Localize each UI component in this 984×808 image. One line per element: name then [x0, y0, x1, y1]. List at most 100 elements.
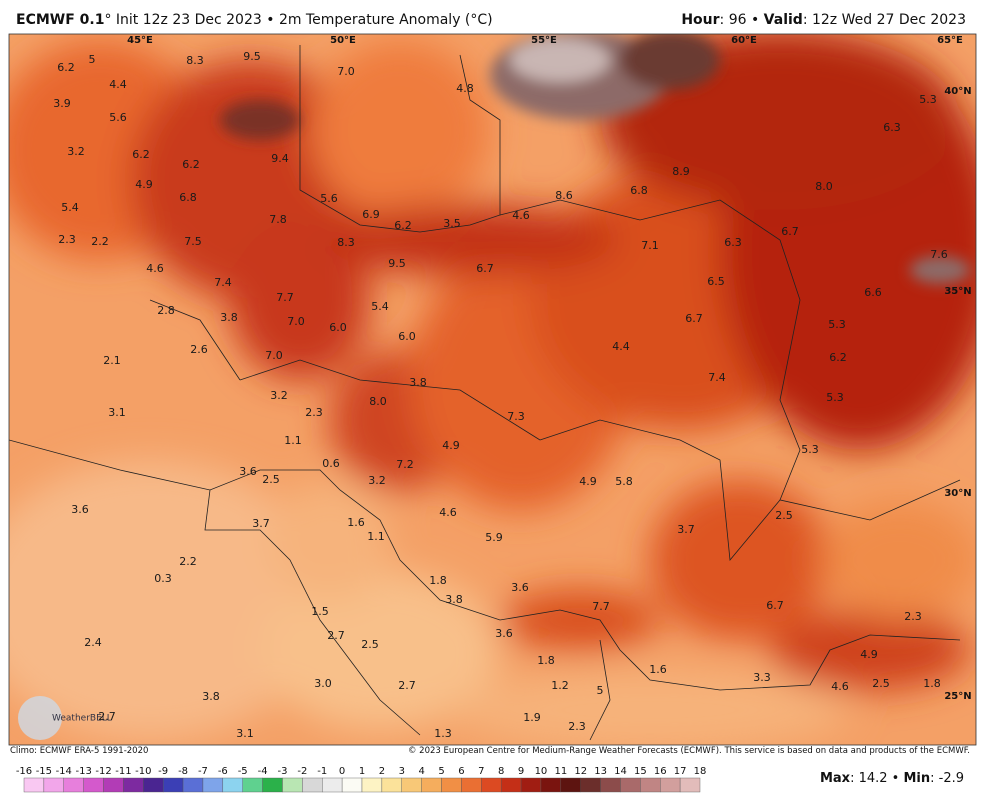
map-value: 4.6: [512, 209, 530, 222]
map-value: 1.6: [347, 516, 365, 529]
map-value: 7.3: [507, 410, 525, 423]
map-value: 3.1: [236, 727, 254, 740]
colorbar-tick-label: -15: [36, 766, 52, 777]
colorbar-swatch: [481, 777, 502, 793]
map-value: 2.3: [904, 610, 922, 623]
map-value: 6.3: [724, 236, 742, 249]
colorbar-tick-label: 1: [359, 766, 365, 777]
colorbar-tick-label: 9: [518, 766, 524, 777]
map-value: 3.8: [202, 690, 220, 703]
colorbar-tick-label: -10: [135, 766, 151, 777]
map-value: 6.5: [707, 275, 725, 288]
colorbar-swatch: [421, 777, 442, 793]
colorbar-swatch: [461, 777, 482, 793]
valid-label: Valid: [763, 12, 803, 28]
map-value: 3.8: [445, 593, 463, 606]
colorbar-tick-label: -12: [95, 766, 111, 777]
map-value: 3.0: [314, 677, 332, 690]
map-value: 2.5: [262, 473, 280, 486]
lon-label: 45°E: [127, 35, 153, 46]
map-value: 4.9: [579, 475, 597, 488]
map-value: 5.3: [919, 93, 937, 106]
colorbar-swatch: [322, 777, 343, 793]
map-value: 9.4: [271, 152, 289, 165]
copyright: © 2023 European Centre for Medium-Range …: [407, 746, 970, 756]
map-value: 8.3: [186, 54, 204, 67]
map-value: 2.2: [91, 235, 109, 248]
colorbar-swatch: [500, 777, 522, 793]
map-value: 7.1: [641, 239, 659, 252]
colorbar-swatch: [381, 777, 402, 793]
colorbar-swatch: [640, 777, 661, 793]
map-value: 1.9: [523, 711, 541, 724]
map-value: 3.5: [443, 217, 461, 230]
map-value: 6.7: [781, 225, 799, 238]
map-value: 5.3: [828, 318, 846, 331]
map-value: 8.3: [337, 236, 355, 249]
map-value: 3.8: [409, 376, 427, 389]
map-value: 9.5: [243, 50, 261, 63]
lon-label: 55°E: [531, 35, 557, 46]
map-value: 2.3: [305, 406, 323, 419]
map-value: 7.7: [276, 291, 294, 304]
map-value: 3.9: [53, 97, 71, 110]
map-value: 3.7: [252, 517, 270, 530]
lat-label: 30°N: [944, 488, 971, 499]
colorbar-swatch: [182, 777, 204, 793]
colorbar-tick-label: 0: [339, 766, 345, 777]
logo: WeatherBELL: [52, 714, 112, 724]
map-value: 6.2: [182, 158, 200, 171]
max: : 14.2 •: [850, 771, 904, 786]
map-value: 5: [597, 684, 604, 697]
map-value: 2.3: [568, 720, 586, 733]
map-value: 5.4: [61, 201, 79, 214]
colorbar-swatch: [679, 777, 701, 793]
header-left: ECMWF 0.1° Init 12z 23 Dec 2023 • 2m Tem…: [16, 12, 493, 28]
map-value: 7.2: [396, 458, 414, 471]
map-value: 6.3: [883, 121, 901, 134]
map-value: 7.5: [184, 235, 202, 248]
map-value: 5.8: [615, 475, 633, 488]
colorbar-swatch: [143, 777, 164, 793]
colorbar-swatch: [83, 777, 104, 793]
map-value: 3.2: [368, 474, 386, 487]
map-value: 7.8: [269, 213, 287, 226]
map-value: 5: [89, 53, 96, 66]
lon-label: 50°E: [330, 35, 356, 46]
map-value: 1.1: [284, 434, 302, 447]
map-value: 2.5: [361, 638, 379, 651]
map-value: 3.8: [220, 311, 238, 324]
map-value: 8.9: [672, 165, 690, 178]
map-value: 6.9: [362, 208, 380, 221]
colorbar-swatch: [341, 777, 363, 793]
colorbar-swatch: [401, 777, 422, 793]
hour: : 96 •: [719, 12, 764, 28]
climo-note: Climo: ECMWF ERA-5 1991-2020: [10, 746, 149, 756]
map-value: 0.3: [154, 572, 172, 585]
map-value: 2.7: [98, 710, 116, 723]
min-label: Min: [903, 771, 931, 786]
map-value: 6.2: [132, 148, 150, 161]
map-value: 3.3: [753, 671, 771, 684]
colorbar-tick-label: -4: [258, 766, 268, 777]
colorbar-tick-label: 4: [418, 766, 424, 777]
map-value: 3.6: [71, 503, 89, 516]
colorbar-swatch: [43, 777, 64, 793]
colorbar-tick-label: 8: [498, 766, 504, 777]
lon-label: 65°E: [937, 35, 963, 46]
map-value: 7.0: [265, 349, 283, 362]
lat-label: 40°N: [944, 86, 971, 97]
colorbar-swatch: [600, 777, 621, 793]
colorbar-tick-label: -14: [56, 766, 72, 777]
colorbar-swatch: [660, 777, 681, 793]
colorbar-tick-label: -11: [115, 766, 131, 777]
colorbar-tick-label: -3: [277, 766, 287, 777]
map-value: 7.6: [930, 248, 948, 261]
colorbar-swatch: [162, 777, 184, 793]
colorbar-swatch: [520, 777, 542, 793]
map-value: 7.4: [708, 371, 726, 384]
map-value: 6.2: [394, 219, 412, 232]
map-value: 4.9: [442, 439, 460, 452]
map-value: 4.4: [109, 78, 127, 91]
